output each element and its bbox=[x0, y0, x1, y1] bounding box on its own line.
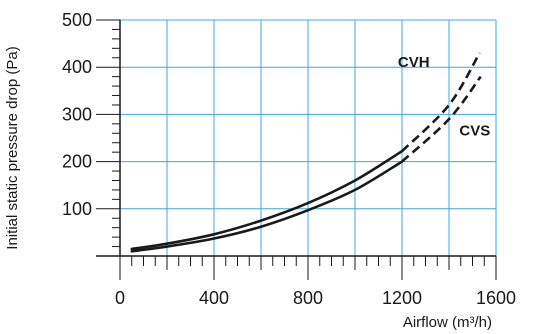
grid-lines bbox=[120, 20, 496, 256]
axis-ticks: 0 400 800 1200 1600 100 200 300 400 500 bbox=[62, 10, 516, 308]
cvh-label: CVH bbox=[398, 54, 430, 71]
x-tick-label: 1200 bbox=[382, 288, 422, 308]
x-axis-title: Airflow (m³/h) bbox=[403, 314, 492, 331]
y-tick-label: 200 bbox=[62, 152, 92, 172]
y-tick-label: 300 bbox=[62, 104, 92, 124]
axes bbox=[96, 20, 496, 256]
x-tick-label: 0 bbox=[115, 288, 125, 308]
cvh-solid-line bbox=[132, 151, 402, 249]
data-curves bbox=[132, 53, 481, 251]
x-tick-label: 1600 bbox=[476, 288, 516, 308]
cvs-dashed-line bbox=[402, 77, 481, 162]
y-axis-title: Initial static pressure drop (Pa) bbox=[4, 46, 21, 249]
y-tick-label: 400 bbox=[62, 57, 92, 77]
cvs-solid-line bbox=[132, 162, 402, 252]
x-tick-label: 400 bbox=[199, 288, 229, 308]
cvs-label: CVS bbox=[459, 123, 490, 140]
x-tick-label: 800 bbox=[293, 288, 323, 308]
y-tick-label: 100 bbox=[62, 199, 92, 219]
y-tick-label: 500 bbox=[62, 10, 92, 30]
